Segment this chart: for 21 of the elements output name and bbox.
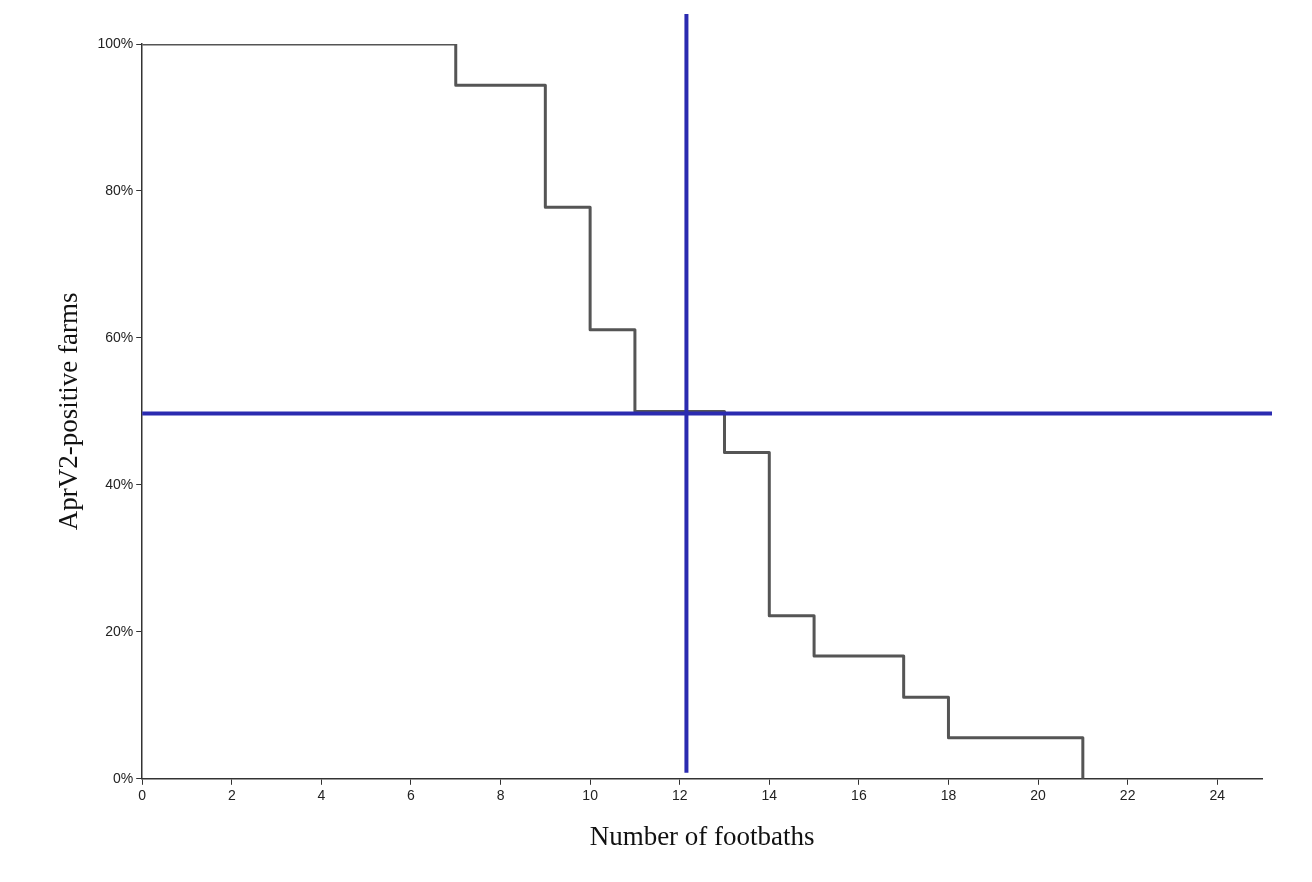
y-tick-label: 40% xyxy=(105,475,134,492)
y-tick-label: 20% xyxy=(105,622,134,639)
x-axis-title: Number of footbaths xyxy=(589,820,815,851)
x-tick-label: 0 xyxy=(138,787,147,804)
x-tick-label: 14 xyxy=(761,787,778,804)
x-tick-label: 12 xyxy=(671,787,688,804)
x-tick-label: 2 xyxy=(227,787,236,804)
y-axis-title: AprV2-positive farms xyxy=(53,292,84,531)
x-tick-label: 18 xyxy=(940,787,957,804)
x-tick-label: 6 xyxy=(407,787,416,804)
y-tick-label: 100% xyxy=(97,34,134,51)
x-tick-label: 10 xyxy=(582,787,599,804)
x-tick-label: 4 xyxy=(317,787,326,804)
y-tick-label: 0% xyxy=(112,769,134,786)
y-tick-label: 60% xyxy=(105,328,134,345)
x-tick-label: 20 xyxy=(1030,787,1047,804)
x-tick-label: 24 xyxy=(1209,787,1226,804)
x-tick-label: 16 xyxy=(851,787,867,804)
y-tick-label: 80% xyxy=(105,181,134,198)
x-tick-label: 8 xyxy=(496,787,505,804)
x-tick-label: 22 xyxy=(1119,787,1136,804)
